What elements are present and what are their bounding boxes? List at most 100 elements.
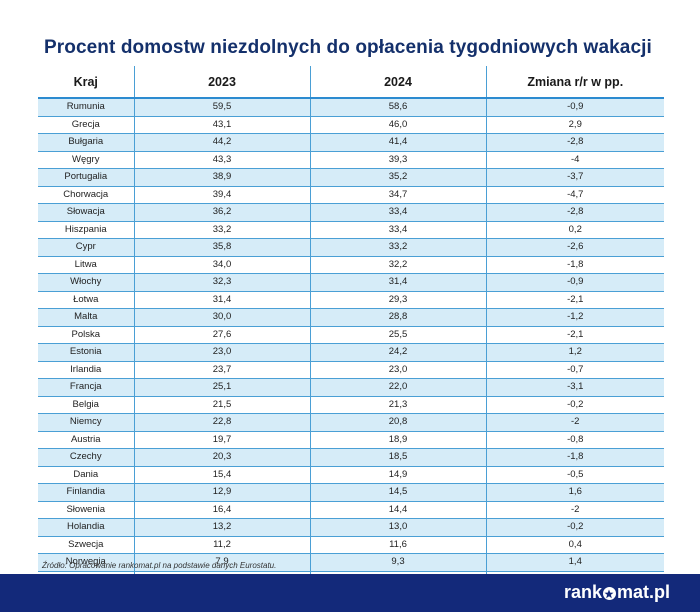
- cell-2023: 15,4: [134, 466, 311, 484]
- cell-2023: 38,9: [134, 168, 311, 187]
- table-row: Węgry 43,3 39,3 -4: [38, 151, 664, 169]
- cell-change: -0,8: [486, 431, 664, 449]
- table-body: Rumunia 59,5 58,6 -0,9 Grecja 43,1 46,0 2,9 Bułg…: [38, 98, 664, 589]
- table-row: Włochy 32,3 31,4 -0,9: [38, 273, 664, 292]
- cell-2023: 12,9: [134, 483, 311, 502]
- cell-change: -3,7: [486, 168, 664, 187]
- cell-2023: 23,7: [134, 361, 311, 379]
- cell-2024: 23,0: [310, 361, 487, 379]
- cell-country: Włochy: [38, 273, 135, 292]
- cell-2023: 43,3: [134, 151, 311, 169]
- cell-change: -2,8: [486, 133, 664, 152]
- cell-2024: 20,8: [310, 413, 487, 432]
- cell-country: Bułgaria: [38, 133, 135, 152]
- source-note: Źródło: Opracowanie rankomat.pl na podst…: [42, 561, 277, 570]
- table-row: Niemcy 22,8 20,8 -2: [38, 413, 664, 432]
- cell-2024: 29,3: [310, 291, 487, 309]
- table-row: Szwecja 11,2 11,6 0,4: [38, 536, 664, 554]
- cell-2023: 11,2: [134, 536, 311, 554]
- cell-country: Holandia: [38, 518, 135, 537]
- cell-change: -3,1: [486, 378, 664, 397]
- cell-2023: 32,3: [134, 273, 311, 292]
- table-row: Litwa 34,0 32,2 -1,8: [38, 256, 664, 274]
- cell-country: Hiszpania: [38, 221, 135, 239]
- header-2024: 2024: [310, 66, 487, 99]
- cell-change: -0,9: [486, 273, 664, 292]
- cell-country: Finlandia: [38, 483, 135, 502]
- cell-2024: 25,5: [310, 326, 487, 344]
- cell-country: Niemcy: [38, 413, 135, 432]
- table-row: Łotwa 31,4 29,3 -2,1: [38, 291, 664, 309]
- cell-2024: 58,6: [310, 98, 487, 117]
- cell-2024: 41,4: [310, 133, 487, 152]
- table-row: Czechy 20,3 18,5 -1,8: [38, 448, 664, 467]
- cell-2023: 44,2: [134, 133, 311, 152]
- cell-2023: 23,0: [134, 343, 311, 362]
- cell-2023: 16,4: [134, 501, 311, 519]
- cell-country: Estonia: [38, 343, 135, 362]
- cell-2024: 24,2: [310, 343, 487, 362]
- cell-country: Chorwacja: [38, 186, 135, 204]
- table-row: Hiszpania 33,2 33,4 0,2: [38, 221, 664, 239]
- cell-2024: 9,3: [310, 553, 487, 572]
- cell-change: -1,2: [486, 308, 664, 327]
- cell-change: -0,2: [486, 396, 664, 414]
- header-country: Kraj: [38, 66, 135, 99]
- table-row: Holandia 13,2 13,0 -0,2: [38, 518, 664, 537]
- table-row: Norwegia 7,9 9,3 1,4: [38, 553, 664, 572]
- cell-change: -2: [486, 413, 664, 432]
- cell-2023: 7,9: [134, 553, 311, 572]
- cell-2024: 11,6: [310, 536, 487, 554]
- cell-2023: 39,4: [134, 186, 311, 204]
- cell-2023: 20,3: [134, 448, 311, 467]
- cell-2024: 39,3: [310, 151, 487, 169]
- cell-2024: 35,2: [310, 168, 487, 187]
- cell-country: Portugalia: [38, 168, 135, 187]
- table-row: Bułgaria 44,2 41,4 -2,8: [38, 133, 664, 152]
- cell-2023: 19,7: [134, 431, 311, 449]
- cell-country: Litwa: [38, 256, 135, 274]
- cell-2024: 33,2: [310, 238, 487, 257]
- table-row: Finlandia 12,9 14,5 1,6: [38, 483, 664, 502]
- cell-country: Norwegia: [38, 553, 135, 572]
- cell-change: -0,7: [486, 361, 664, 379]
- cell-country: Czechy: [38, 448, 135, 467]
- page-title: Procent domostw niezdolnych do opłacenia…: [44, 37, 652, 58]
- cell-2024: 46,0: [310, 116, 487, 134]
- cell-2023: 31,4: [134, 291, 311, 309]
- table-header-row: Kraj 2023 2024 Zmiana r/r w pp.: [38, 66, 664, 99]
- cell-change: -0,5: [486, 466, 664, 484]
- table-row: Chorwacja 39,4 34,7 -4,7: [38, 186, 664, 204]
- cell-country: Węgry: [38, 151, 135, 169]
- cell-change: -0,2: [486, 518, 664, 537]
- cell-2023: 13,2: [134, 518, 311, 537]
- cell-2024: 33,4: [310, 203, 487, 222]
- cell-2023: 36,2: [134, 203, 311, 222]
- cell-2023: 35,8: [134, 238, 311, 257]
- cell-country: Grecja: [38, 116, 135, 134]
- cell-country: Irlandia: [38, 361, 135, 379]
- cell-2023: 22,8: [134, 413, 311, 432]
- cell-2023: 59,5: [134, 98, 311, 117]
- cell-change: -2,8: [486, 203, 664, 222]
- cell-change: 0,4: [486, 536, 664, 554]
- cell-2024: 14,5: [310, 483, 487, 502]
- cell-2024: 18,5: [310, 448, 487, 467]
- cell-change: -4: [486, 151, 664, 169]
- cell-change: 2,9: [486, 116, 664, 134]
- cell-country: Cypr: [38, 238, 135, 257]
- cell-change: 1,6: [486, 483, 664, 502]
- cell-2024: 31,4: [310, 273, 487, 292]
- header-2023: 2023: [134, 66, 311, 99]
- cell-change: -4,7: [486, 186, 664, 204]
- cell-change: -1,8: [486, 256, 664, 274]
- table-row: Słowacja 36,2 33,4 -2,8: [38, 203, 664, 222]
- table-row: Słowenia 16,4 14,4 -2: [38, 501, 664, 519]
- cell-change: 1,4: [486, 553, 664, 572]
- cell-change: -1,8: [486, 448, 664, 467]
- cell-country: Rumunia: [38, 98, 135, 117]
- cell-change: -2,6: [486, 238, 664, 257]
- cell-country: Dania: [38, 466, 135, 484]
- table-row: Irlandia 23,7 23,0 -0,7: [38, 361, 664, 379]
- cell-2023: 21,5: [134, 396, 311, 414]
